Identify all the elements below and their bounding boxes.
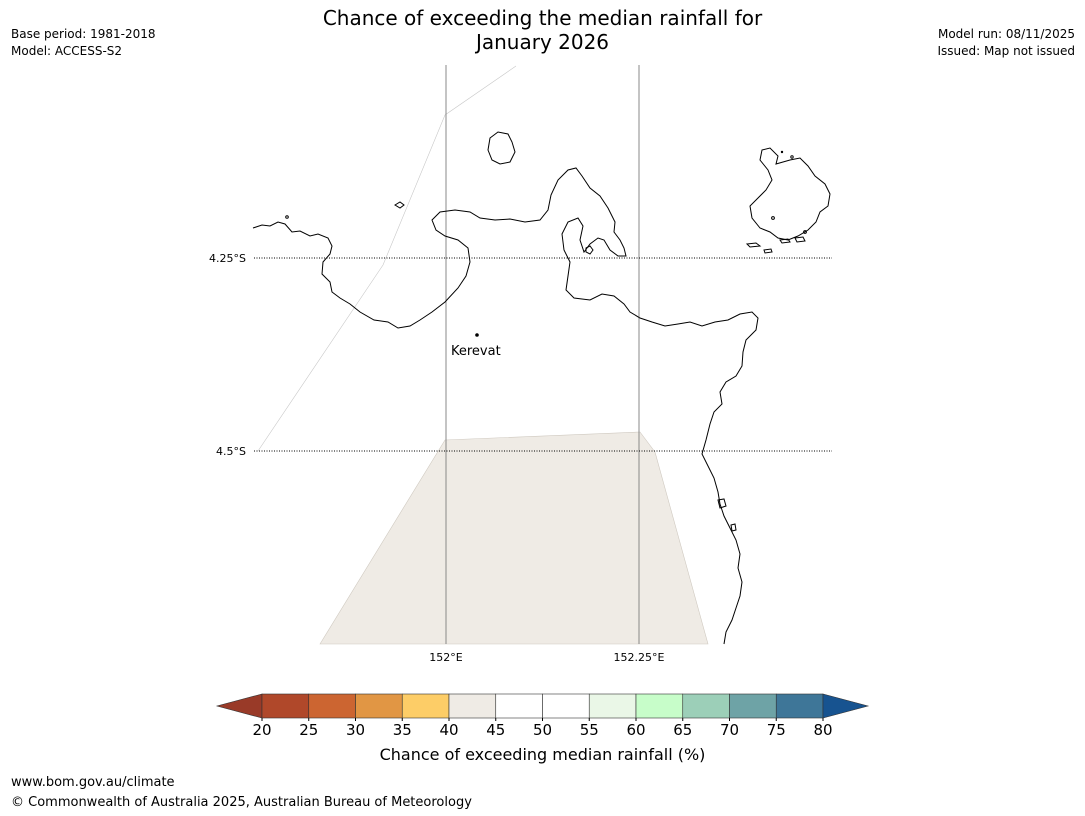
islet-ne-4: [794, 236, 806, 243]
colorbar-tick-label-35: 35: [393, 721, 412, 739]
colorbar-bin-10: [729, 693, 777, 719]
colorbar-bin-7: [588, 693, 637, 719]
colorbar-over-arrow: [822, 693, 870, 719]
colorbar-bin-6: [542, 693, 590, 719]
island-north: [487, 131, 516, 165]
colorbar-tick-label-70: 70: [720, 721, 739, 739]
colorbar-bin-8: [635, 693, 684, 719]
colorbar-tick-label-45: 45: [486, 721, 505, 739]
islet-ne-3: [779, 238, 791, 244]
colorbar-tick-label-50: 50: [533, 721, 552, 739]
colorbar-tick-label-75: 75: [767, 721, 786, 739]
forecast-shaded-cell: [319, 431, 709, 645]
islet-ne-8: [803, 230, 807, 234]
footer-url: www.bom.gov.au/climate: [11, 775, 175, 790]
colorbar-tick-label-65: 65: [673, 721, 692, 739]
islet-ne-5: [780, 150, 784, 154]
islet-east-2: [730, 523, 737, 532]
footer-copyright: © Commonwealth of Australia 2025, Austra…: [11, 795, 472, 810]
colorbar-bin-0: [261, 693, 310, 719]
lat-label-4-5: 4.5°S: [216, 445, 246, 458]
island-inlet: [585, 245, 594, 255]
colorbar-tick-label-40: 40: [439, 721, 458, 739]
meta-left: Base period: 1981-2018 Model: ACCESS-S2: [11, 26, 156, 60]
kerevat-marker: [475, 333, 479, 337]
islet-ne-1: [745, 242, 762, 248]
colorbar-bin-5: [495, 693, 543, 719]
islet-east-1: [717, 498, 727, 509]
coastline-main: [252, 167, 759, 645]
domain-boundary-line: [257, 65, 517, 452]
colorbar-tick-label-55: 55: [580, 721, 599, 739]
colorbar-bin-11: [775, 693, 824, 719]
colorbar-label: Chance of exceeding median rainfall (%): [379, 745, 706, 764]
base-period: Base period: 1981-2018: [11, 27, 156, 41]
islet-ne-2: [763, 248, 773, 254]
kerevat-label: Kerevat: [451, 344, 501, 359]
colorbar-tick-label-80: 80: [813, 721, 832, 739]
model-run: Model run: 08/11/2025: [937, 27, 1075, 41]
colorbar-bin-1: [308, 693, 356, 719]
islet-ne-6: [790, 155, 794, 159]
title-line-2: January 2026: [475, 30, 610, 54]
colorbar-bin-2: [355, 693, 403, 719]
lon-label-152: 152°E: [429, 651, 462, 664]
lat-label-4-25: 4.25°S: [209, 252, 246, 265]
issued-status: Issued: Map not issued: [937, 44, 1075, 58]
colorbar-tick-label-20: 20: [252, 721, 271, 739]
colorbar: 20 25 30 35 40 45 50 55 60 65 70 75 80: [215, 693, 870, 739]
meta-right: Model run: 08/11/2025 Issued: Map not is…: [937, 26, 1075, 60]
colorbar-tick-label-60: 60: [626, 721, 645, 739]
island-small-west: [394, 201, 405, 209]
island-group-ne: [749, 147, 831, 241]
lon-label-152-25: 152.25°E: [614, 651, 665, 664]
map-title: Chance of exceeding the median rainfall …: [0, 6, 1085, 54]
model-name: Model: ACCESS-S2: [11, 44, 123, 58]
colorbar-under-arrow: [215, 693, 263, 719]
colorbar-bin-3: [401, 693, 450, 719]
islet-ne-7: [771, 216, 775, 220]
colorbar-bin-9: [682, 693, 730, 719]
title-line-1: Chance of exceeding the median rainfall …: [322, 6, 763, 30]
colorbar-tick-label-25: 25: [299, 721, 318, 739]
islet-1: [285, 215, 289, 219]
colorbar-tick-label-30: 30: [346, 721, 365, 739]
colorbar-bin-4: [448, 693, 497, 719]
